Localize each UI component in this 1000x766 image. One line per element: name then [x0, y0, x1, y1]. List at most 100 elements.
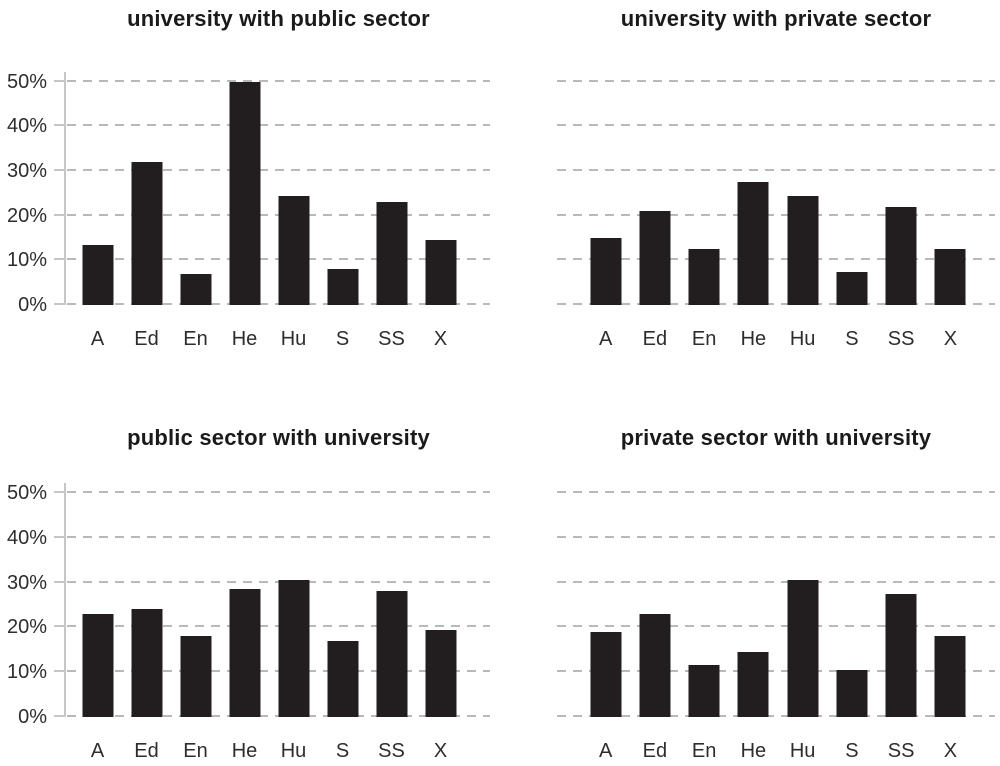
gridline-40 [557, 535, 995, 538]
gridline-30 [557, 580, 995, 583]
bar-En [688, 249, 720, 305]
x-tick-label-En: En [691, 328, 717, 350]
gridline-30 [67, 169, 490, 172]
bar-En [180, 636, 211, 717]
y-tick-50 [54, 490, 65, 493]
bar-slot-S [318, 483, 367, 717]
y-tick-label-20: 20% [6, 204, 47, 227]
x-tick-label-S: S [845, 740, 859, 762]
y-tick-10 [54, 670, 65, 673]
bar-slot-Hu [269, 483, 318, 717]
x-tick-label-S: S [845, 328, 859, 350]
bar-S [327, 269, 358, 305]
bar-slot-Ed [122, 483, 171, 717]
bar-slot-X [416, 72, 465, 305]
plot-area [557, 483, 995, 717]
x-tick-label-S: S [335, 740, 350, 762]
x-tick-label-He: He [231, 740, 258, 762]
y-tick-label-10: 10% [6, 661, 47, 684]
bar-band [581, 483, 975, 717]
gridline-50 [67, 490, 490, 493]
x-tick-label-X: X [943, 328, 958, 350]
x-tick-label-Hu: Hu [280, 740, 307, 762]
chart-university-with-private-sector: university with private sector A Ed En He Hu… [500, 0, 1000, 383]
x-axis-labels: A Ed En He Hu S SS X [581, 741, 975, 761]
x-tick-label-He: He [740, 328, 767, 350]
x-tick-label-A: A [90, 740, 105, 762]
gridline-20 [557, 213, 995, 216]
x-tick-label-SS: SS [887, 740, 915, 762]
y-tick-label-40: 40% [6, 526, 47, 549]
plot-area: 0% 10% 20% 30% 40% 50% [7, 483, 490, 727]
bar-Hu [278, 580, 309, 717]
y-tick-40 [54, 535, 65, 538]
bar-slot-En [171, 483, 220, 717]
bar-slot-SS [367, 483, 416, 717]
bar-slot-S [827, 72, 876, 305]
gridline-40 [67, 535, 490, 538]
bar-slot-He [220, 72, 269, 305]
bar-Ed [639, 211, 671, 305]
y-tick-label-30: 30% [6, 571, 47, 594]
bar-slot-A [73, 483, 122, 717]
bar-Hu [787, 580, 819, 717]
bar-He [229, 589, 260, 717]
bar-band [73, 483, 465, 717]
bar-slot-He [729, 72, 778, 305]
bar-slot-A [73, 72, 122, 305]
x-tick-label-He: He [740, 740, 767, 762]
bar-X [425, 240, 456, 305]
bar-He [737, 182, 769, 305]
x-tick-label-Ed: Ed [134, 328, 159, 350]
x-tick-label-SS: SS [378, 740, 405, 762]
bar-Ed [131, 162, 162, 305]
gridline-30 [557, 169, 995, 172]
chart-title: university with private sector [620, 6, 932, 31]
bar-En [688, 665, 720, 717]
y-tick-label-40: 40% [6, 115, 47, 138]
bar-slot-Hu [269, 72, 318, 305]
y-axis-line [64, 72, 66, 305]
bar-slot-SS [877, 72, 926, 305]
y-tick-20 [54, 625, 65, 628]
y-tick-label-20: 20% [6, 616, 47, 639]
y-tick-30 [54, 580, 65, 583]
gridline-40 [557, 124, 995, 127]
chart-title: public sector with university [127, 425, 430, 450]
bar-slot-He [220, 483, 269, 717]
bar-slot-Hu [778, 72, 827, 305]
bar-X [425, 629, 456, 717]
bar-slot-X [416, 483, 465, 717]
x-tick-label-SS: SS [887, 328, 915, 350]
bar-slot-SS [877, 483, 926, 717]
bar-slot-Hu [778, 483, 827, 717]
x-axis-labels: A Ed En He Hu S SS X [581, 329, 975, 349]
plot-area: 0% 10% 20% 30% 40% 50% [7, 72, 490, 315]
bar-SS [885, 206, 917, 305]
bar-band [581, 72, 975, 305]
bar-slot-He [729, 483, 778, 717]
y-tick-10 [54, 258, 65, 261]
y-tick-0 [54, 303, 65, 305]
bar-slot-SS [367, 72, 416, 305]
x-axis-labels: A Ed En He Hu S SS X [73, 741, 465, 761]
y-tick-label-10: 10% [6, 249, 47, 272]
gridline-10 [557, 670, 995, 673]
x-tick-label-Hu: Hu [280, 328, 307, 350]
x-tick-label-A: A [598, 328, 613, 350]
chart-public-sector-with-university: public sector with university 0% 10% 20% 30… [0, 383, 500, 766]
plot-area [557, 72, 995, 305]
x-tick-label-Ed: Ed [134, 740, 159, 762]
x-tick-label-Hu: Hu [789, 328, 816, 350]
bar-A [82, 613, 113, 717]
x-tick-label-En: En [183, 328, 208, 350]
gridline-50 [67, 79, 490, 82]
bar-slot-A [581, 72, 630, 305]
x-tick-label-S: S [335, 328, 350, 350]
bar-X [934, 636, 966, 717]
y-tick-30 [54, 169, 65, 172]
bar-slot-En [680, 483, 729, 717]
bar-band [73, 72, 465, 305]
bar-Hu [278, 195, 309, 305]
x-tick-label-Ed: Ed [642, 328, 668, 350]
